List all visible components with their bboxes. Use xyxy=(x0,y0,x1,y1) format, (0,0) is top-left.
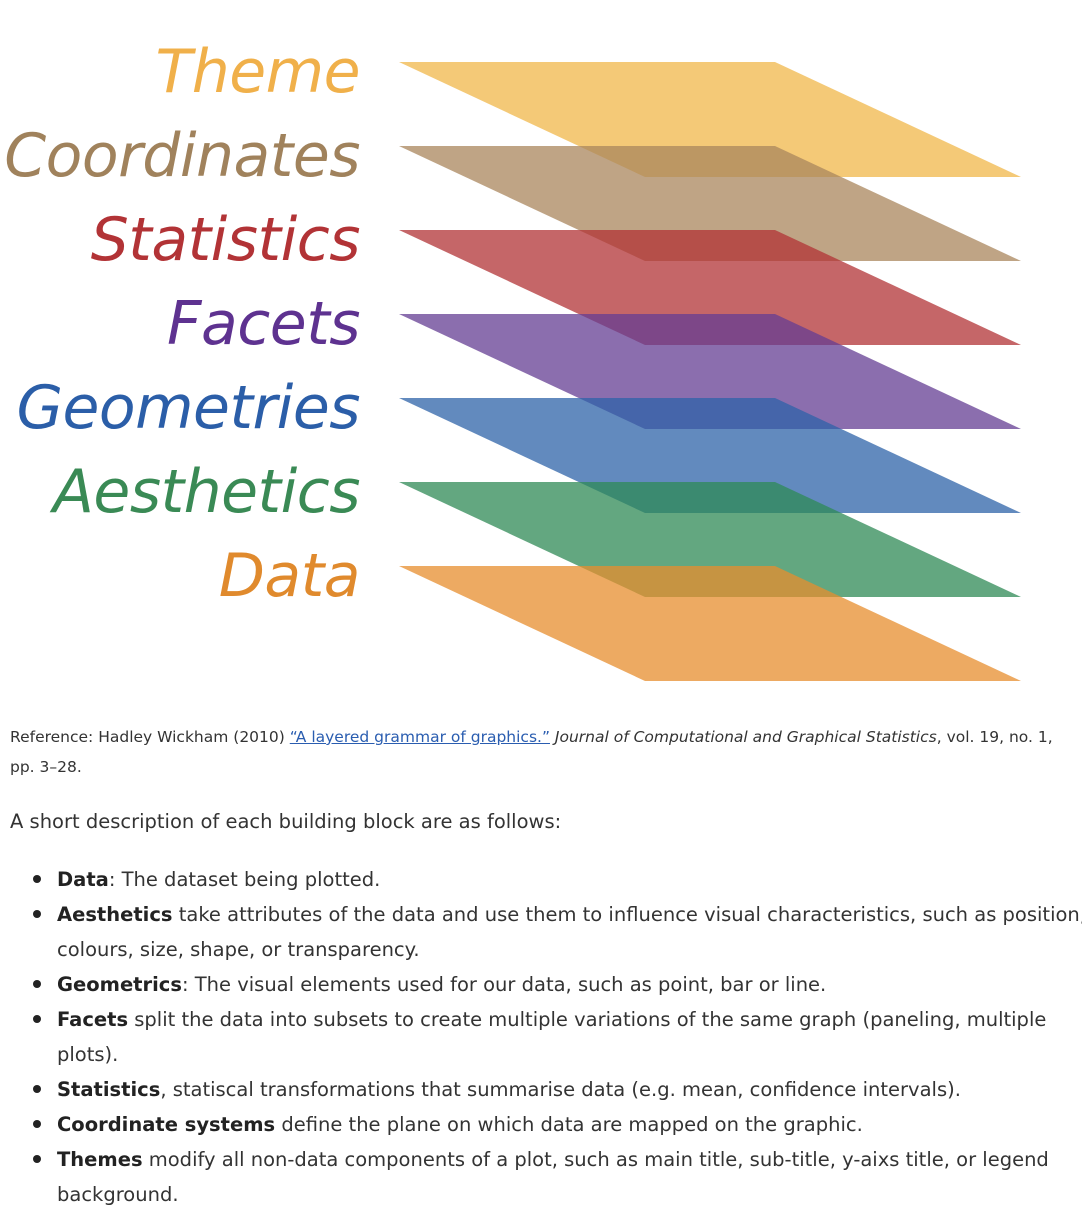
item-text: , statiscal transformations that summari… xyxy=(160,1078,961,1101)
item-text: : The visual elements used for our data,… xyxy=(181,973,827,996)
layer-plane-facets xyxy=(399,314,1021,429)
item-text: modify all non-data components of a plot… xyxy=(57,1148,1049,1206)
item-text: split the data into subsets to create mu… xyxy=(57,1008,1047,1066)
layer-label-data: Data xyxy=(219,541,360,611)
list-item-coordinate-systems: Coordinate systems define the plane on w… xyxy=(33,1107,1082,1142)
layered-grammar-figure: Theme Coordinates Statistics Facets Geometri… xyxy=(4,37,1021,681)
list-item-facets: Facets split the data into subsets to cr… xyxy=(33,1002,1082,1072)
item-text: : The dataset being plotted. xyxy=(108,868,381,891)
layer-plane-statistics xyxy=(399,230,1021,345)
layer-label-theme: Theme xyxy=(156,37,360,107)
item-term: Aesthetics xyxy=(57,903,173,926)
item-term: Geometrics xyxy=(57,973,182,996)
item-term: Facets xyxy=(57,1008,129,1031)
reference-prefix: Reference: Hadley Wickham (2010) xyxy=(10,728,285,746)
reference-link[interactable]: “A layered grammar of graphics.” xyxy=(289,728,550,746)
item-term: Statistics xyxy=(57,1078,161,1101)
intro-paragraph: A short description of each building blo… xyxy=(10,810,562,833)
layer-label-aesthetics: Aesthetics xyxy=(49,457,360,527)
list-item-aesthetics: Aesthetics take attributes of the data a… xyxy=(33,897,1082,967)
list-item-geometrics: Geometrics: The visual elements used for… xyxy=(33,967,1082,1002)
bullet-icon xyxy=(33,1155,41,1163)
layer-label-geometries: Geometries xyxy=(16,373,360,443)
bullet-icon xyxy=(33,1120,41,1128)
item-term: Themes xyxy=(57,1148,143,1171)
building-blocks-list: Data: The dataset being plotted. Aesthet… xyxy=(10,862,1082,1212)
item-term: Data xyxy=(57,868,109,891)
reference-suffix: , vol. 19, no. 1, pp. 3–28. xyxy=(10,728,1053,776)
layer-plane-coordinates xyxy=(399,146,1021,261)
layer-label-statistics: Statistics xyxy=(91,205,360,275)
layer-label-coordinates: Coordinates xyxy=(4,121,360,191)
layer-plane-theme xyxy=(399,62,1021,177)
list-item-data: Data: The dataset being plotted. xyxy=(33,862,1082,897)
list-item-themes: Themes modify all non-data components of… xyxy=(33,1142,1082,1212)
layer-plane-geometries xyxy=(399,398,1021,513)
list-item-statistics: Statistics, statiscal transformations th… xyxy=(33,1072,1082,1107)
bullet-icon xyxy=(33,980,41,988)
bullet-icon xyxy=(33,1015,41,1023)
bullet-icon xyxy=(33,910,41,918)
layer-plane-aesthetics xyxy=(399,482,1021,597)
item-text: take attributes of the data and use them… xyxy=(57,903,1082,961)
layer-plane-data xyxy=(399,566,1021,681)
item-text: define the plane on which data are mappe… xyxy=(275,1113,863,1136)
layers-illustration: Theme Coordinates Statistics Facets Geometri… xyxy=(4,37,1021,681)
bullet-icon xyxy=(33,875,41,883)
bullet-icon xyxy=(33,1085,41,1093)
reference-journal: Journal of Computational and Graphical S… xyxy=(554,728,937,746)
reference-note: Reference: Hadley Wickham (2010) “A laye… xyxy=(10,722,1060,782)
layer-label-facets: Facets xyxy=(167,289,360,359)
item-term: Coordinate systems xyxy=(57,1113,276,1136)
